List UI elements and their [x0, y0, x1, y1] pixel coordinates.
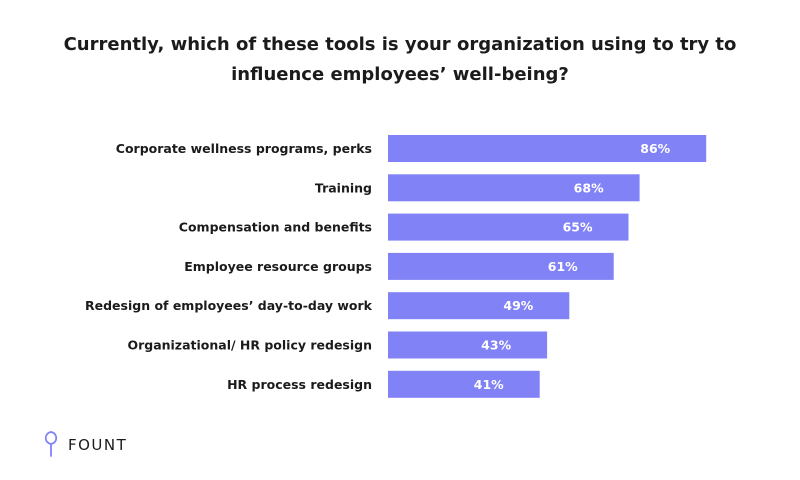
value-label-1: 68% [574, 180, 604, 195]
bar-1 [388, 174, 640, 202]
bar-3 [388, 252, 614, 280]
bar-2 [388, 213, 629, 241]
category-label-5: Organizational/ HR policy redesign [127, 338, 372, 353]
value-label-2: 65% [563, 220, 593, 235]
category-label-0: Corporate wellness programs, perks [116, 141, 372, 156]
bar-0 [388, 135, 707, 162]
category-label-1: Training [315, 180, 372, 195]
value-label-0: 86% [640, 141, 670, 156]
fount-logo-icon [40, 429, 62, 461]
chart-title: Currently, which of these tools is your … [63, 34, 737, 85]
bar-5 [388, 331, 548, 359]
bar-6 [388, 370, 540, 398]
category-label-6: HR process redesign [227, 377, 372, 392]
value-label-5: 43% [481, 338, 511, 353]
category-label-2: Compensation and benefits [179, 220, 372, 235]
category-label-4: Redesign of employees’ day-to-day work [85, 298, 373, 313]
value-label-6: 41% [474, 377, 504, 392]
fount-logo: FOUNT [40, 430, 127, 460]
value-label-3: 61% [548, 259, 578, 274]
value-label-4: 49% [503, 298, 533, 313]
fount-logo-text: FOUNT [68, 436, 128, 454]
bar-4 [388, 292, 570, 320]
category-label-3: Employee resource groups [184, 259, 372, 274]
